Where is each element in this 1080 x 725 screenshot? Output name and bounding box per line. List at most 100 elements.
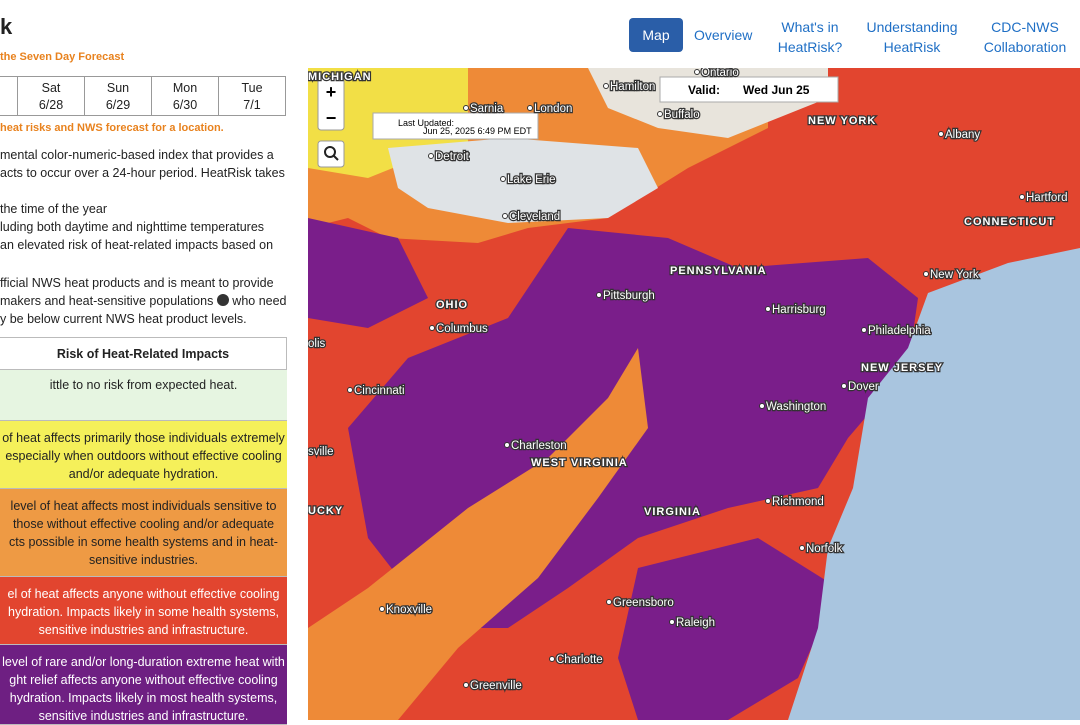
day-tab[interactable]: Tue 7/1 xyxy=(219,76,286,116)
risk-text: especially when outdoors without effecti… xyxy=(5,449,282,463)
map-label: WEST VIRGINIA xyxy=(531,457,628,469)
map-label: Greenville xyxy=(470,680,522,692)
city-dot xyxy=(502,213,508,219)
risk-row: el of heat affects anyone without effect… xyxy=(0,577,287,645)
risk-text: and/or adequate hydration. xyxy=(68,467,219,481)
city-dot xyxy=(500,176,506,182)
text: an elevated risk of heat-related impacts… xyxy=(0,238,274,252)
map-label: Washington xyxy=(766,401,826,413)
map-label: Norfolk xyxy=(806,543,843,555)
map-label: sville xyxy=(308,446,334,458)
region-orange-ridge xyxy=(308,348,648,720)
city-dot xyxy=(765,498,771,504)
text: y be below current NWS heat product leve… xyxy=(0,312,247,326)
city-dot xyxy=(765,306,771,312)
risk-text: el of heat affects anyone without effect… xyxy=(7,587,280,601)
valid-date: Wed Jun 25 xyxy=(743,83,810,97)
nav-understanding[interactable]: Understanding HeatRisk xyxy=(866,19,958,55)
map-label: olis xyxy=(308,338,326,350)
map-label: Ontario xyxy=(701,68,739,79)
ocean xyxy=(788,248,1080,720)
map-label: Charleston xyxy=(511,440,567,452)
risk-row: ittle to no risk from expected heat. xyxy=(0,370,287,421)
day-name: Mon xyxy=(172,81,198,95)
risk-text: ittle to no risk from expected heat. xyxy=(49,378,238,392)
city-dot xyxy=(463,105,469,111)
nav-collaboration[interactable]: CDC-NWS Collaboration xyxy=(983,19,1067,55)
risk-text: sensitive industries and infrastructure. xyxy=(38,623,249,637)
risk-text: of heat affects primarily those individu… xyxy=(2,431,285,445)
day-name: Tue xyxy=(241,81,263,95)
risk-row: level of rare and/or long-duration extre… xyxy=(0,645,287,725)
help-icon[interactable] xyxy=(216,294,229,306)
day-tab[interactable]: Sun 6/29 xyxy=(85,76,152,116)
risk-text: hydration. Impacts likely in some health… xyxy=(8,605,279,619)
day-date: 6/30 xyxy=(172,98,198,112)
city-dot xyxy=(428,153,434,159)
map-label: Richmond xyxy=(772,496,824,508)
nav-overview[interactable]: Overview xyxy=(694,27,753,43)
map-label: PENNSYLVANIA xyxy=(670,265,767,277)
risk-text: those without effective cooling and/or a… xyxy=(12,517,275,531)
valid-label: Valid: xyxy=(688,83,720,97)
text: makers and heat-sensitive populations xyxy=(0,294,214,308)
intro: mental color-numeric-based index that pr… xyxy=(0,146,285,182)
risk-text: level of heat affects most individuals s… xyxy=(10,499,277,513)
risk-row: level of heat affects most individuals s… xyxy=(0,489,287,577)
updated-time: Jun 25, 2025 6:49 PM EDT xyxy=(423,126,532,136)
day-name: Sun xyxy=(106,81,130,95)
day-tab[interactable]: Mon 6/30 xyxy=(152,76,219,116)
risk-text: cts possible in some health systems and … xyxy=(9,535,278,549)
map[interactable]: + − Last Updated: Jun 25, 2025 6:49 PM E… xyxy=(308,68,1080,720)
nav-whats-in[interactable]: What's in HeatRisk? xyxy=(777,19,843,55)
search-button[interactable] xyxy=(317,140,345,168)
city-dot xyxy=(379,606,385,612)
valid-box xyxy=(659,76,839,103)
map-label: London xyxy=(534,103,572,115)
city-dot xyxy=(799,545,805,551)
map-label: Greensboro xyxy=(613,597,674,609)
map-label: Knoxville xyxy=(386,604,432,616)
day-tab[interactable]: Sat 6/28 xyxy=(18,76,85,116)
city-dot xyxy=(527,105,533,111)
map-label: Harrisburg xyxy=(772,304,826,316)
map-label: MICHIGAN xyxy=(308,71,372,83)
updated-label: Last Updated: xyxy=(398,118,454,128)
map-label: NEW YORK xyxy=(808,115,876,127)
city-dot xyxy=(841,383,847,389)
text: mental color-numeric-based index that pr… xyxy=(0,148,274,162)
map-label: Albany xyxy=(945,129,980,141)
zoom-control xyxy=(317,77,345,131)
map-label: UCKY xyxy=(308,505,343,517)
text: who need xyxy=(232,294,287,308)
map-label: Raleigh xyxy=(676,617,715,629)
search-icon xyxy=(324,146,336,158)
map-label: Hartford xyxy=(1026,192,1068,204)
city-dot xyxy=(606,599,612,605)
city-dot xyxy=(694,69,700,75)
hint: heat risks and NWS forecast for a locati… xyxy=(0,122,224,134)
risk-text: sensitive industries. xyxy=(88,553,199,567)
risk-text: ght relief affects anyone without effect… xyxy=(9,673,278,687)
map-label: Philadelphia xyxy=(868,325,931,337)
day-tab[interactable] xyxy=(0,76,18,116)
city-dot xyxy=(504,442,510,448)
map-label: Dover xyxy=(848,381,879,393)
city-dot xyxy=(861,327,867,333)
map-label: CONNECTICUT xyxy=(964,216,1055,228)
zoom-out[interactable]: − xyxy=(326,108,337,128)
bullets: the time of the year luding both daytime … xyxy=(0,200,273,254)
city-dot xyxy=(657,111,663,117)
map-label: Charlotte xyxy=(556,654,603,666)
day-date: 6/28 xyxy=(38,98,64,112)
city-dot xyxy=(923,271,929,277)
text: luding both daytime and nighttime temper… xyxy=(0,220,265,234)
city-dot xyxy=(669,619,675,625)
risk-text: hydration. Impacts likely in most health… xyxy=(9,691,278,705)
day-date: 6/29 xyxy=(105,98,131,112)
map-label: Lake Erie xyxy=(507,174,556,186)
city-dot xyxy=(596,292,602,298)
nav-map[interactable]: Map xyxy=(629,18,683,52)
zoom-in[interactable]: + xyxy=(326,82,337,102)
subtitle: the Seven Day Forecast xyxy=(0,51,125,63)
